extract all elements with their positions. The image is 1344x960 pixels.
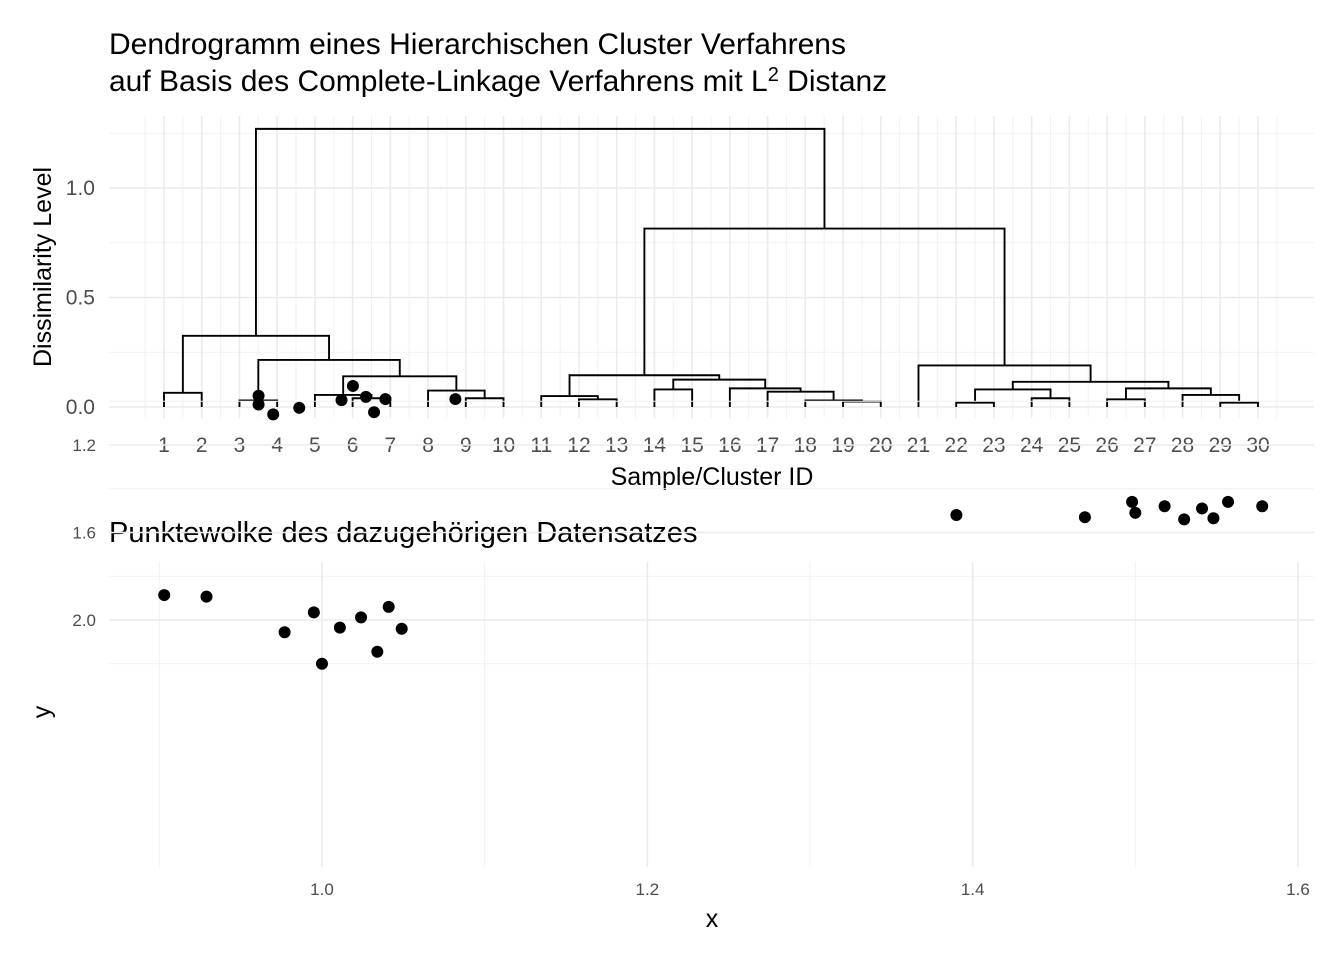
scatter-point — [252, 398, 265, 411]
dendrogram-title-superscript: 2 — [767, 64, 779, 86]
dendrogram-y-ticks: 0.0 0.5 1.0 — [66, 177, 95, 419]
scatter-point — [1158, 500, 1171, 513]
scatter-point — [355, 611, 368, 624]
dendrogram-grid — [109, 116, 1314, 418]
scatter-x-tick-label: 1.6 — [1286, 880, 1310, 899]
scatter-point — [1256, 500, 1269, 513]
dendrogram-title-prefix: auf Basis des Complete-Linkage Verfahren… — [109, 65, 768, 98]
scatter-point — [379, 393, 392, 406]
scatter-point — [950, 509, 963, 521]
dendrogram-branch — [255, 127, 826, 336]
scatter-point — [200, 590, 213, 603]
scatter-point — [1129, 506, 1142, 519]
scatter-point — [1207, 512, 1220, 525]
scatter-point — [267, 408, 280, 421]
dendrogram-title-line-2: auf Basis des Complete-Linkage Verfahren… — [109, 63, 887, 101]
scatter-point — [252, 389, 265, 402]
scatter-point — [1222, 495, 1235, 508]
scatter-point — [158, 589, 171, 602]
scatter-point — [307, 606, 320, 619]
dendrogram-x-axis-label: Sample/Cluster ID — [611, 463, 814, 491]
scatter-x-tick-label: 1.4 — [961, 880, 985, 899]
scatter-y-tick-label: 2.0 — [72, 611, 96, 630]
dendrogram-y-axis-label: Dissimilarity Level — [29, 167, 57, 367]
scatter-point — [371, 645, 384, 658]
scatter-point — [449, 393, 462, 406]
scatter-point — [368, 406, 381, 419]
scatter-point — [1126, 495, 1139, 508]
scatter-point — [1178, 513, 1191, 526]
scatter-x-tick-label: 1.0 — [310, 880, 334, 899]
scatter-point — [335, 394, 348, 407]
scatter-point — [293, 401, 306, 414]
scatter-point — [382, 600, 395, 613]
scatter-x-ticks: 1.0 1.2 1.4 1.6 — [310, 880, 1310, 899]
scatter-point — [333, 621, 346, 634]
scatter-y-tick-label: 1.6 — [72, 524, 96, 543]
dendrogram-y-tick-label: 0.5 — [66, 287, 95, 310]
scatter-grid — [109, 400, 1314, 867]
dendrogram-title-line-1: Dendrogramm eines Hierarchischen Cluster… — [109, 28, 846, 61]
scatter-y-ticks: 1.2 1.6 2.0 — [72, 436, 96, 630]
scatter-x-axis-label: x — [706, 905, 719, 933]
dendrogram-y-tick-label: 1.0 — [66, 177, 95, 200]
scatter-point — [1078, 511, 1091, 524]
scatter-points — [158, 379, 1269, 670]
scatter-point — [278, 626, 291, 639]
scatter-point — [346, 379, 359, 392]
dendrogram-y-tick-label: 0.0 — [66, 396, 95, 419]
scatter-y-tick-label: 1.2 — [72, 436, 96, 455]
scatter-x-tick-label: 1.2 — [636, 880, 660, 899]
scatter-point — [1196, 502, 1209, 515]
dendrogram-title-suffix: Distanz — [778, 65, 888, 98]
scatter-point — [395, 622, 408, 635]
scatter-point — [359, 390, 372, 403]
scatter-point — [316, 657, 328, 670]
dendrogram-branches — [163, 127, 1259, 407]
scatter-y-axis-label: y — [28, 705, 56, 718]
